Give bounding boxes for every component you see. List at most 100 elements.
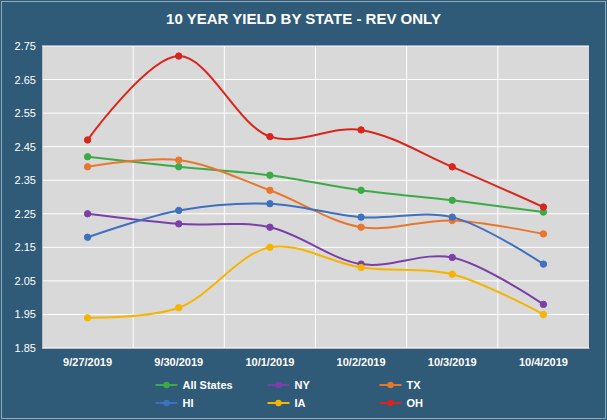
series-marker: [84, 315, 90, 321]
legend-label: All States: [183, 379, 233, 391]
grid: [42, 46, 589, 348]
series-marker: [176, 164, 182, 170]
series-marker: [540, 261, 546, 267]
x-tick-label: 9/27/2019: [63, 356, 112, 368]
y-tick: 1.95: [15, 308, 42, 320]
series-marker: [540, 204, 546, 210]
x-tick: 9/30/2019: [154, 348, 203, 368]
series-marker: [267, 224, 273, 230]
series-marker: [449, 214, 455, 220]
series-marker: [449, 271, 455, 277]
title: 10 YEAR YIELD BY STATE - REV ONLY: [166, 10, 441, 27]
legend-marker: [275, 382, 281, 388]
frame: [2, 2, 606, 419]
plot-area: [42, 46, 589, 348]
y-tick-label: 2.15: [15, 241, 36, 253]
series-line: [88, 214, 544, 305]
series-marker: [358, 127, 364, 133]
legend-marker: [387, 382, 393, 388]
legend-label: TX: [407, 379, 422, 391]
series-marker: [84, 211, 90, 217]
y-tick: 1.85: [15, 342, 42, 354]
y-tick-label: 2.25: [15, 208, 36, 220]
series-marker: [267, 172, 273, 178]
x-tick: 10/3/2019: [428, 348, 477, 368]
series-marker: [176, 53, 182, 59]
x-tick: 9/27/2019: [63, 348, 112, 368]
x-axis-line: [43, 348, 590, 349]
category-divider: [406, 46, 407, 348]
y-tick: 2.15: [15, 241, 42, 253]
category-divider: [133, 46, 134, 348]
series-marker: [84, 154, 90, 160]
chart-container: 10 YEAR YIELD BY STATE - REV ONLY 1.85 1.9…: [0, 0, 607, 420]
y-tick-label: 1.95: [15, 308, 36, 320]
y-axis-line: [42, 47, 43, 349]
series-marker: [358, 224, 364, 230]
series-marker: [176, 221, 182, 227]
category-divider: [497, 46, 498, 348]
y-tick: 2.75: [15, 40, 42, 52]
series-marker: [449, 254, 455, 260]
plot: 1.851.952.052.152.252.352.452.552.652.75…: [15, 40, 590, 368]
x-tick-label: 10/4/2019: [519, 356, 568, 368]
series: [84, 157, 546, 237]
series-marker: [176, 305, 182, 311]
series-marks: [84, 53, 546, 321]
series-marker: [449, 164, 455, 170]
series: [84, 244, 546, 321]
series-marker: [358, 264, 364, 270]
legend-item: TX: [380, 379, 422, 391]
legend-item: NY: [268, 379, 311, 391]
legend-label: NY: [295, 379, 311, 391]
series-marker: [84, 164, 90, 170]
y-tick-label: 2.05: [15, 275, 36, 287]
series-marker: [84, 234, 90, 240]
series-marker: [358, 214, 364, 220]
series-marker: [540, 311, 546, 317]
legend: All States NY TX HI IA OH: [156, 379, 424, 409]
series-marker: [84, 137, 90, 143]
y-tick: 2.35: [15, 174, 42, 186]
x-axis: 9/27/2019 9/30/2019 10/1/2019 10/2/2019 10/3…: [43, 348, 590, 368]
y-tick-label: 2.45: [15, 141, 36, 153]
legend-marker: [387, 400, 393, 406]
series-marker: [267, 133, 273, 139]
x-tick-label: 10/2/2019: [337, 356, 386, 368]
legend-item: OH: [380, 397, 424, 409]
y-tick-label: 2.75: [15, 40, 36, 52]
series-marker: [540, 301, 546, 307]
y-tick: 2.05: [15, 275, 42, 287]
legend-marker: [275, 400, 281, 406]
series-marker: [176, 157, 182, 163]
legend-marker: [163, 400, 169, 406]
category-divider: [315, 46, 316, 348]
series: [84, 154, 546, 216]
series-marker: [267, 244, 273, 250]
y-tick: 2.25: [15, 208, 42, 220]
legend-item: IA: [268, 397, 306, 409]
legend-item: HI: [156, 397, 194, 409]
y-tick-label: 2.35: [15, 174, 36, 186]
y-tick: 2.45: [15, 141, 42, 153]
series-marker: [267, 187, 273, 193]
x-tick-label: 9/30/2019: [154, 356, 203, 368]
series-line: [88, 246, 544, 317]
x-tick: 10/4/2019: [519, 348, 568, 368]
series-line: [88, 203, 544, 264]
background: [0, 0, 607, 420]
y-tick: 2.55: [15, 107, 42, 119]
legend-label: OH: [407, 397, 424, 409]
x-tick-label: 10/3/2019: [428, 356, 477, 368]
x-tick-label: 10/1/2019: [245, 356, 294, 368]
series-marker: [449, 197, 455, 203]
series: [84, 53, 546, 210]
legend-label: IA: [295, 397, 306, 409]
series-line: [88, 159, 544, 234]
legend-marker: [163, 382, 169, 388]
x-tick: 10/1/2019: [245, 348, 294, 368]
series-marker: [176, 207, 182, 213]
legend-item: All States: [156, 379, 233, 391]
y-tick-label: 2.55: [15, 107, 36, 119]
y-tick-label: 1.85: [15, 342, 36, 354]
